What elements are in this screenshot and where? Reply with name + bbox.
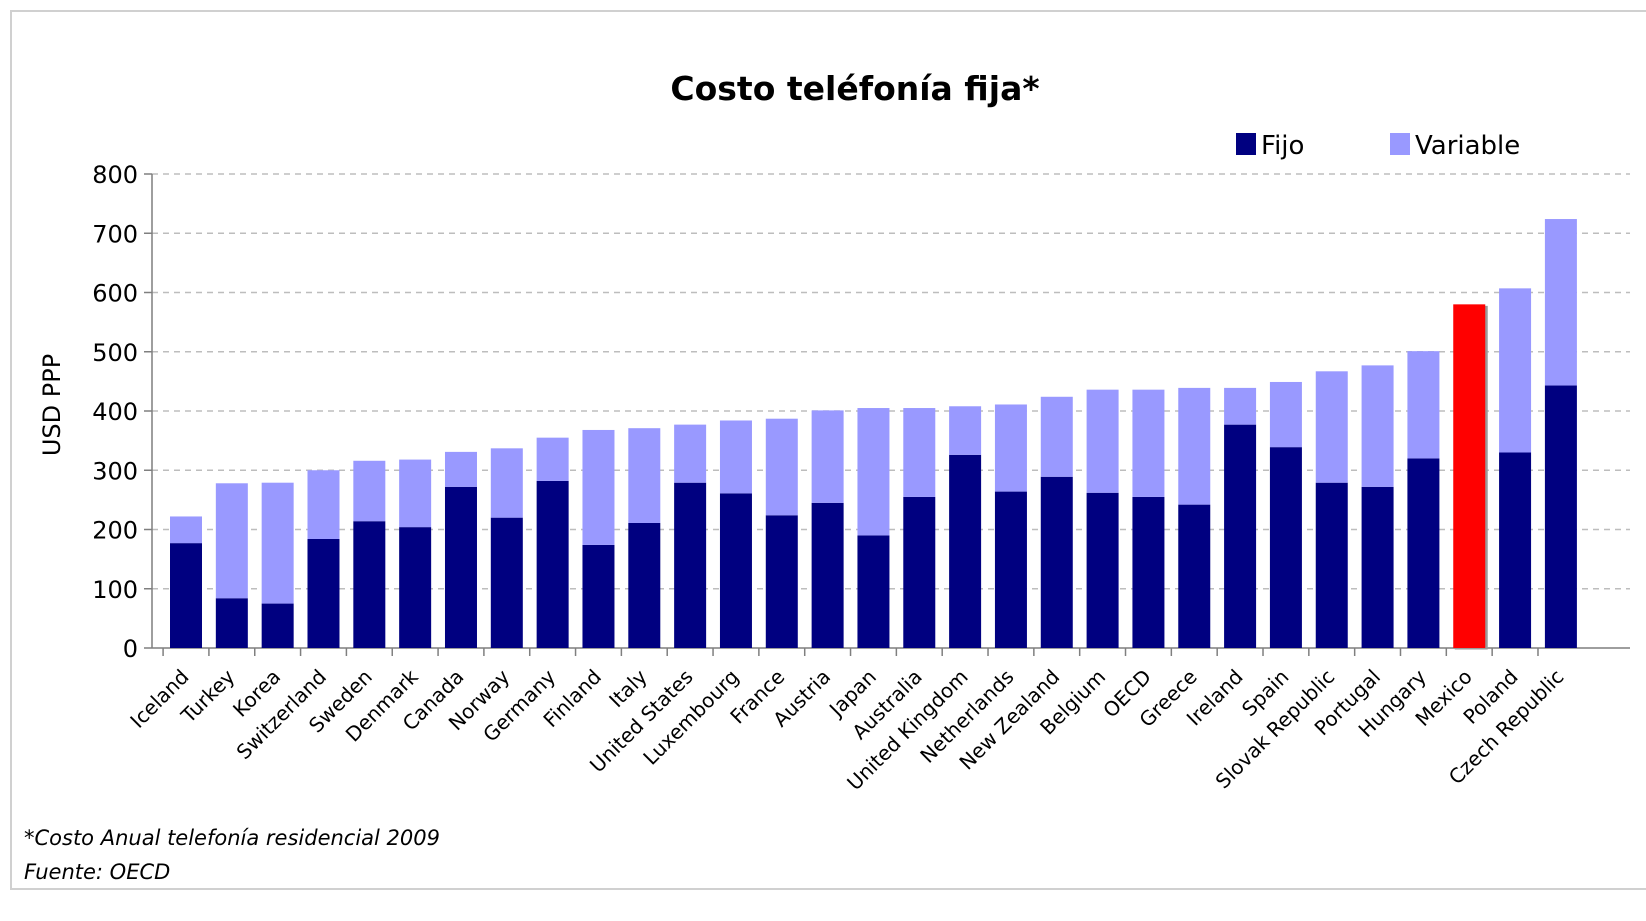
bar-variable (994, 404, 1027, 492)
bar-variable (857, 408, 890, 536)
bar-variable (1040, 396, 1073, 477)
y-tick-label: 0 (123, 635, 138, 663)
bar-variable (399, 459, 432, 528)
bar-fijo (719, 493, 752, 648)
gridlines (152, 173, 1630, 590)
bar-fijo (490, 517, 523, 648)
y-tick-label: 100 (92, 576, 138, 604)
bar-fijo (903, 496, 936, 648)
bar-fijo (261, 603, 294, 648)
y-tick-label: 500 (92, 339, 138, 367)
bar-fijo (1132, 496, 1165, 648)
bar-variable (1178, 387, 1211, 505)
bar-fijo (307, 538, 340, 648)
bar-variable (490, 448, 523, 518)
footnote: *Costo Anual telefonía residencial 2009 (24, 826, 441, 850)
bar-variable (1132, 389, 1165, 497)
bar-variable (1269, 381, 1302, 448)
bar-fijo (1178, 504, 1211, 648)
bar-variable (1086, 389, 1119, 493)
bar-variable (444, 451, 477, 487)
bar-fijo (674, 482, 707, 648)
x-tick-label: Iceland (125, 665, 193, 733)
bar-fijo (1086, 492, 1119, 648)
bar-fijo (1407, 458, 1440, 648)
bar-variable (903, 408, 936, 497)
bar-fijo (1544, 385, 1577, 648)
bar-variable (811, 410, 844, 503)
bars (170, 219, 1577, 650)
bar-fijo (444, 486, 477, 648)
bar-fijo (582, 544, 615, 648)
y-tick-label: 600 (92, 280, 138, 308)
x-axis: IcelandTurkeyKoreaSwitzerlandSwedenDenma… (125, 648, 1568, 795)
source-note: Fuente: OECD (24, 860, 171, 884)
bar-variable (1361, 365, 1394, 487)
bar-variable (353, 460, 386, 522)
bar-fijo (353, 521, 386, 648)
bar-fijo (765, 515, 798, 648)
bar-fijo (1040, 476, 1073, 648)
bar-fijo (1315, 482, 1348, 648)
bar-variable (719, 420, 752, 494)
bar-variable (674, 424, 707, 483)
y-axis-title: USD PPP (38, 354, 66, 456)
bar-variable (307, 470, 340, 539)
bar-fijo (1361, 486, 1394, 648)
bar-fijo (215, 598, 248, 648)
y-tick-label: 200 (92, 517, 138, 545)
bar-variable (1407, 351, 1440, 459)
bar-fijo (994, 491, 1027, 648)
bar-variable (261, 482, 294, 604)
bar-variable (1499, 288, 1532, 453)
bar-fijo (399, 527, 432, 648)
legend: Fijo Variable (1236, 131, 1520, 161)
bar-variable (949, 406, 982, 455)
bar-fijo (949, 454, 982, 648)
y-tick-label: 800 (92, 161, 138, 189)
y-tick-label: 700 (92, 220, 138, 248)
bar-variable (536, 437, 569, 481)
bar-fijo (1499, 452, 1532, 648)
legend-swatch (1390, 133, 1410, 155)
legend-swatch (1236, 133, 1256, 155)
y-tick-label: 400 (92, 398, 138, 426)
bar-variable (215, 483, 248, 599)
bar-fijo (811, 502, 844, 648)
legend-label: Variable (1415, 131, 1520, 161)
legend-label: Fijo (1261, 131, 1304, 161)
bar-fijo (536, 480, 569, 648)
bar-fijo (857, 535, 890, 648)
bar-variable (1544, 219, 1577, 386)
bar-variable (1224, 387, 1257, 425)
y-tick-label: 300 (92, 457, 138, 485)
bar-variable (170, 516, 202, 544)
bar-fijo (1269, 447, 1302, 648)
bar-fijo (1224, 424, 1257, 648)
bar-variable (1315, 371, 1348, 483)
chart-title: Costo teléfonía fija* (670, 69, 1039, 108)
bar-fijo (628, 522, 661, 648)
bar-fijo (170, 543, 202, 648)
bar-highlight (1453, 304, 1486, 648)
bar-variable (765, 418, 798, 516)
bar-variable (582, 429, 615, 545)
bar-variable (628, 428, 661, 523)
